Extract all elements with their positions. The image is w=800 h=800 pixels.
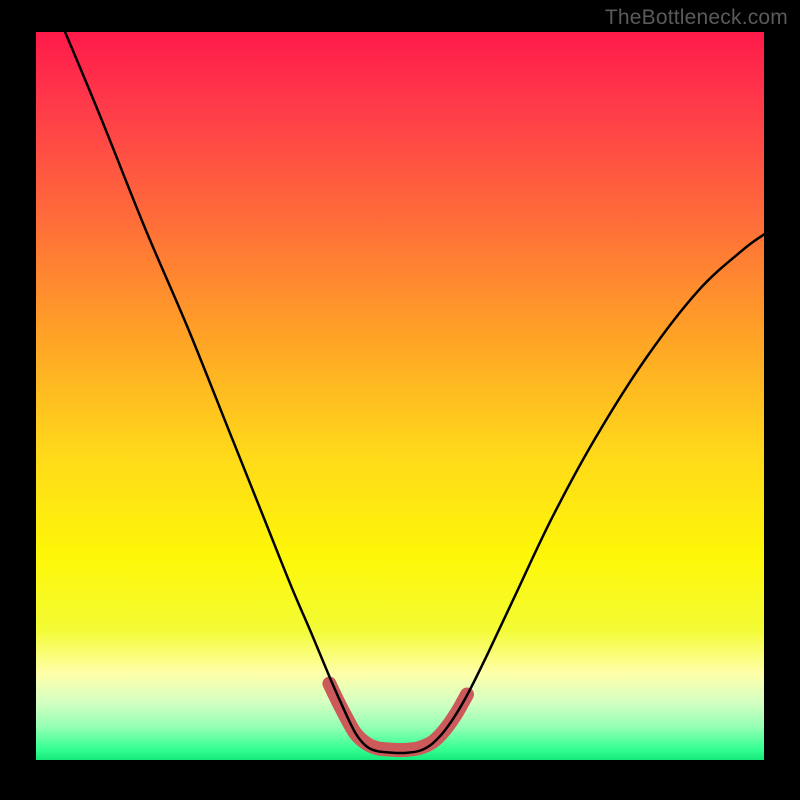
plot-background bbox=[36, 32, 764, 760]
bottleneck-chart bbox=[0, 0, 800, 800]
watermark-text: TheBottleneck.com bbox=[605, 6, 788, 30]
chart-container: TheBottleneck.com bbox=[0, 0, 800, 800]
